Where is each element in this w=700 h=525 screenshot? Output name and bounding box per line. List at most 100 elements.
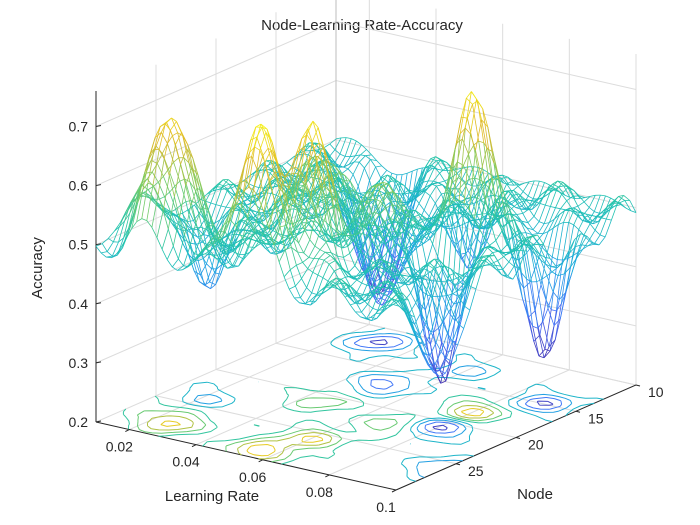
mesh-segment (558, 292, 566, 300)
mesh-segment (222, 213, 230, 234)
mesh-segment (501, 176, 508, 179)
mesh-segment (449, 272, 456, 276)
mesh-segment (625, 207, 632, 212)
mesh-segment (316, 146, 324, 161)
mesh-segment (453, 199, 460, 202)
mesh-segment (189, 181, 196, 190)
mesh-segment (305, 181, 312, 197)
mesh-segment (119, 220, 125, 227)
mesh-segment (449, 320, 456, 341)
mesh-segment (373, 258, 380, 263)
mesh-segment (434, 258, 440, 261)
mesh-segment (495, 240, 502, 252)
mesh-segment (500, 244, 508, 252)
mesh-segment (283, 176, 289, 181)
mesh-segment (131, 221, 138, 230)
mesh-segment (506, 180, 514, 185)
mesh-segment (386, 169, 393, 174)
mesh-segment (328, 260, 336, 265)
mesh-segment (198, 186, 206, 216)
mesh-segment (481, 213, 489, 225)
mesh-segment (179, 180, 187, 202)
mesh-segment (209, 272, 215, 283)
mesh-segment (360, 235, 368, 252)
mesh-segment (489, 202, 497, 219)
mesh-segment (277, 241, 284, 245)
mesh-segment (307, 268, 314, 273)
mesh-segment (354, 242, 362, 268)
mesh-segment (440, 159, 447, 163)
mesh-segment (460, 289, 467, 315)
mesh-segment (364, 295, 371, 302)
mesh-segment (368, 292, 374, 294)
mesh-segment (504, 251, 511, 253)
mesh-segment (260, 123, 267, 133)
mesh-segment (136, 218, 143, 223)
mesh-segment (375, 266, 382, 269)
mesh-segment (423, 158, 431, 169)
mesh-segment (388, 266, 395, 276)
mesh-segment (285, 225, 292, 248)
mesh-segment (289, 187, 295, 203)
mesh-segment (299, 181, 307, 218)
mesh-segment (541, 190, 547, 195)
mesh-segment (371, 154, 377, 161)
mesh-segment (506, 233, 514, 245)
mesh-segment (273, 245, 280, 263)
mesh-segment (375, 186, 382, 200)
mesh-segment (223, 253, 229, 263)
mesh-segment (215, 264, 223, 285)
mesh-segment (194, 259, 201, 276)
mesh-segment (413, 190, 421, 197)
mesh-segment (343, 292, 349, 296)
mesh-segment (171, 117, 178, 133)
mesh-segment (176, 227, 184, 245)
mesh-segment (390, 174, 398, 202)
mesh-segment (557, 261, 564, 276)
mesh-segment (413, 268, 421, 274)
mesh-segment (454, 194, 462, 197)
mesh-segment (372, 272, 379, 288)
mesh-segment (549, 218, 555, 223)
mesh-segment (369, 166, 376, 181)
mesh-segment (448, 311, 456, 322)
mesh-segment (508, 208, 515, 221)
mesh-segment (410, 215, 417, 224)
mesh-segment (454, 277, 462, 288)
mesh-segment (354, 210, 361, 219)
mesh-segment (434, 268, 442, 282)
mesh-segment (367, 268, 374, 270)
mesh-segment (343, 156, 351, 168)
mesh-segment (575, 233, 581, 247)
mesh-segment (300, 195, 307, 210)
mesh-segment (285, 173, 292, 178)
mesh-segment (481, 119, 489, 128)
mesh-segment (444, 265, 450, 276)
mesh-segment (349, 253, 356, 266)
mesh-segment (380, 303, 387, 309)
mesh-segment (164, 191, 170, 197)
mesh-segment (209, 245, 216, 251)
contour-line (122, 387, 513, 465)
mesh-segment (514, 241, 522, 252)
mesh-segment (276, 179, 283, 183)
mesh-segment (588, 240, 595, 245)
mesh-segment (552, 275, 559, 293)
mesh-segment (412, 224, 419, 230)
mesh-segment (432, 268, 439, 277)
x-tick-label: 0.04 (172, 454, 199, 470)
mesh-segment (374, 236, 381, 243)
mesh-segment (387, 174, 394, 182)
mesh-segment (244, 152, 250, 166)
mesh-segment (406, 275, 412, 278)
mesh-segment (434, 193, 442, 204)
mesh-segment (438, 211, 445, 220)
mesh-segment (308, 245, 316, 258)
mesh-segment (394, 275, 400, 288)
mesh-segment (321, 185, 328, 212)
mesh-segment (330, 192, 337, 232)
mesh-segment (305, 292, 313, 305)
mesh-segment (171, 222, 178, 229)
mesh-segment (192, 158, 199, 175)
mesh-segment (441, 301, 449, 322)
